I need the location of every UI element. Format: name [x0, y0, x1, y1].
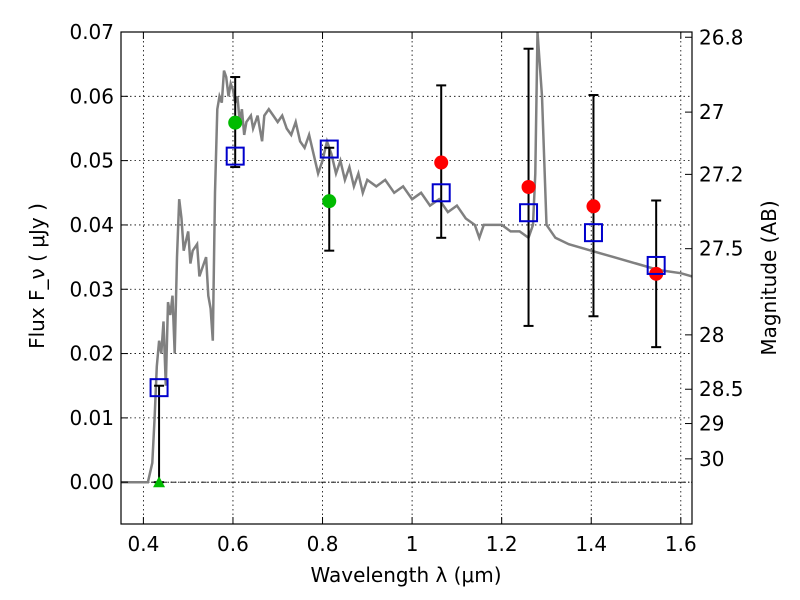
y-axis-label: Flux F_ν ( μJy )	[25, 203, 49, 349]
x-axis-label: Wavelength λ (μm)	[310, 563, 501, 587]
magnitude-axis-label: Magnitude (AB)	[757, 200, 781, 355]
x-tick-label: 1.6	[665, 532, 697, 556]
sed-model-curve	[121, 32, 692, 484]
y-tick-label: 0.04	[69, 213, 114, 237]
observed-points	[153, 115, 664, 488]
y-tick-label: 0.02	[69, 342, 114, 366]
magnitude-tick-label: 28.5	[699, 377, 744, 401]
magnitude-tick-label: 28	[699, 323, 724, 347]
x-tick-label: 0.4	[127, 532, 159, 556]
model-square	[149, 378, 169, 398]
magnitude-tick-label: 30	[699, 447, 724, 471]
y-axis-ticks: 0.00 0.01 0.02 0.03 0.04 0.05 0.06 0.07	[69, 20, 128, 494]
model-square	[431, 183, 451, 203]
y-tick-label: 0.05	[69, 149, 114, 173]
magnitude-tick-label: 27.2	[699, 162, 744, 186]
observed-point	[434, 155, 449, 170]
magnitude-axis-ticks: 26.8 27 27.2 27.5 28 28.5 29 30	[685, 25, 744, 471]
y-tick-label: 0.01	[69, 406, 114, 430]
model-square	[225, 146, 245, 166]
model-square	[319, 139, 339, 159]
sed-model-line	[121, 32, 692, 484]
model-square	[583, 223, 603, 243]
x-tick-label: 1.4	[575, 532, 607, 556]
magnitude-tick-label: 27	[699, 100, 724, 124]
observed-point	[228, 115, 243, 130]
model-photometry-squares	[149, 139, 666, 398]
model-square	[519, 203, 539, 223]
observed-point	[586, 199, 601, 214]
model-square	[646, 255, 666, 275]
magnitude-tick-label: 29	[699, 412, 724, 436]
y-tick-label: 0.07	[69, 20, 114, 44]
error-bars	[154, 47, 662, 484]
x-tick-label: 0.8	[307, 532, 339, 556]
magnitude-tick-label: 27.5	[699, 237, 744, 261]
observed-point	[521, 179, 536, 194]
magnitude-tick-label: 26.8	[699, 25, 744, 49]
x-tick-label: 1.2	[486, 532, 518, 556]
y-tick-label: 0.03	[69, 277, 114, 301]
upper-limit-triangle	[153, 476, 166, 488]
x-tick-label: 0.6	[217, 532, 249, 556]
observed-point	[322, 194, 337, 209]
x-tick-label: 1	[406, 532, 419, 556]
plot-frame	[120, 31, 693, 525]
y-tick-label: 0.06	[69, 84, 114, 108]
y-tick-label: 0.00	[69, 470, 114, 494]
x-axis-ticks: 0.4 0.6 0.8 1 1.2 1.4 1.6	[127, 32, 697, 556]
